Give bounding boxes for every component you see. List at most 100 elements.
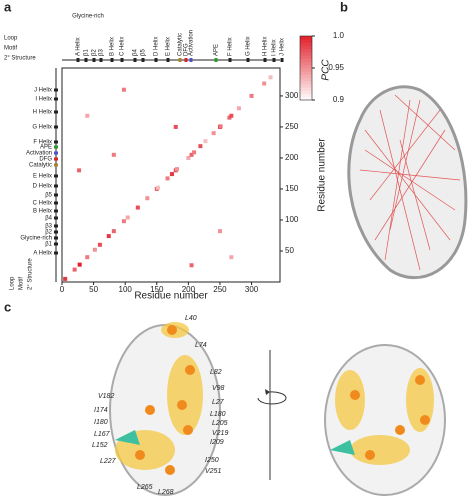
- colorbar-step: [300, 90, 312, 95]
- correlation-point: [186, 155, 191, 160]
- left-structure-label: J Helix: [34, 88, 52, 94]
- structure-marker: [133, 58, 137, 62]
- residue-label: L265: [137, 484, 153, 491]
- left-structure-label: Glycine-rich: [20, 236, 52, 242]
- structure-marker: [141, 58, 145, 62]
- correlation-point: [192, 150, 197, 155]
- structure-marker: [110, 58, 114, 62]
- structure-marker: [228, 58, 232, 62]
- left-structure-label: Catalytic: [29, 163, 52, 169]
- structure-marker: [246, 58, 250, 62]
- left-structure-label: A Helix: [33, 251, 52, 257]
- residue-label: V98: [212, 385, 225, 392]
- correlation-point: [85, 113, 90, 118]
- colorbar-step: [300, 48, 312, 53]
- structure-marker: [54, 88, 58, 92]
- residue-label: L74: [195, 342, 207, 349]
- top-structure-label: β3: [99, 49, 105, 56]
- structure-marker: [272, 58, 276, 62]
- y-tick-label: 150: [285, 184, 299, 193]
- top-structure-label: C Helix: [120, 37, 126, 56]
- top-structure-label: J Helix: [280, 38, 286, 56]
- correlation-point: [77, 262, 82, 267]
- x-tick-label: 150: [150, 285, 164, 294]
- structure-marker: [166, 58, 170, 62]
- correlation-point: [173, 124, 178, 129]
- structure-marker: [214, 58, 218, 62]
- structure-marker: [54, 209, 58, 213]
- correlation-point: [111, 229, 116, 234]
- correlation-point: [165, 176, 170, 181]
- top-structure-label: Activation: [189, 30, 195, 56]
- plot-frame: [61, 67, 281, 283]
- panel-label: c: [4, 299, 11, 314]
- colorbar-step: [300, 42, 312, 47]
- structure-marker: [54, 140, 58, 144]
- correlation-point: [77, 168, 82, 173]
- colorbar-tick-label: 0.9: [333, 95, 345, 104]
- correlation-point: [106, 234, 111, 239]
- correlation-point: [135, 205, 140, 210]
- colorbar-step: [300, 68, 312, 72]
- correlation-point: [217, 229, 222, 234]
- colorbar-step: [300, 96, 312, 101]
- correlation-point: [169, 172, 174, 177]
- x-tick-label: 0: [60, 285, 65, 294]
- top-structure-label: β5: [141, 49, 147, 56]
- left-structure-label: H Helix: [33, 110, 52, 116]
- left-structure-label: D Helix: [33, 184, 52, 190]
- residue-label: L205: [212, 420, 228, 427]
- y-tick-label: 300: [285, 91, 299, 100]
- correlation-point: [125, 215, 130, 220]
- colorbar-step: [300, 87, 312, 91]
- residue-label: I209: [210, 439, 224, 446]
- residue-label: L82: [210, 369, 222, 376]
- residue-label: L40: [185, 315, 197, 322]
- structure-marker: [54, 174, 58, 178]
- top-structure-label: F Helix: [228, 37, 234, 56]
- correlation-point: [189, 152, 194, 157]
- structure-marker: [54, 216, 58, 220]
- network-structure: [347, 85, 468, 280]
- structure-marker: [154, 58, 158, 62]
- residue-label: L268: [158, 489, 174, 496]
- left-structure-label: B Helix: [33, 209, 52, 215]
- x-tick-label: 200: [182, 285, 196, 294]
- structure-marker: [99, 58, 103, 62]
- correlation-point: [121, 219, 126, 224]
- residue-label: V251: [205, 468, 221, 475]
- correlation-point: [72, 267, 77, 272]
- residue-label: L227: [100, 458, 117, 465]
- left-structure-label: β1: [45, 242, 52, 248]
- colorbar-step: [300, 55, 312, 59]
- y-axis-title: Residue number: [317, 138, 328, 212]
- top-structure-label: H Helix: [263, 37, 269, 56]
- correlation-point: [236, 106, 241, 111]
- motif-label: Glycine-rich: [72, 14, 104, 20]
- x-axis-title: Residue number: [134, 291, 208, 302]
- correlation-point: [175, 167, 180, 172]
- x-tick-label: 250: [213, 285, 227, 294]
- correlation-point: [189, 263, 194, 268]
- colorbar-step: [300, 39, 312, 43]
- top-structure-label: E Helix: [166, 37, 172, 56]
- colorbar-step: [300, 71, 312, 75]
- row-title: Loop: [4, 36, 18, 42]
- left-structure-label: E Helix: [33, 174, 52, 180]
- structure-marker: [263, 58, 267, 62]
- colorbar-step: [300, 93, 312, 98]
- colorbar-step: [300, 74, 312, 79]
- row-title: Motif: [19, 277, 25, 290]
- top-structure-label: β2: [92, 49, 98, 56]
- correlation-point: [145, 196, 150, 201]
- correlation-point: [97, 242, 102, 247]
- residue-label: V182: [98, 393, 114, 400]
- residue-label: L27: [212, 399, 225, 406]
- top-structure-label: B Helix: [110, 37, 116, 56]
- left-structure-label: β2: [45, 230, 52, 236]
- residue-label: L167: [94, 431, 111, 438]
- colorbar-step: [300, 64, 312, 69]
- colorbar-step: [300, 58, 312, 63]
- structure-marker: [54, 151, 58, 155]
